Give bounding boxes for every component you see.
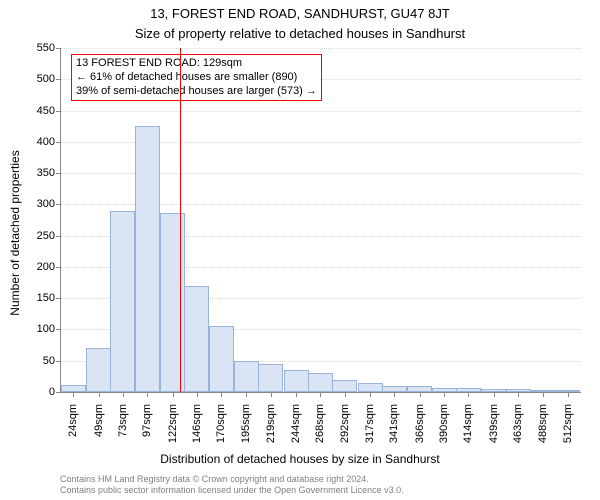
x-tick-label: 219sqm bbox=[265, 404, 277, 443]
x-tick-label: 439sqm bbox=[488, 404, 500, 443]
y-tick-mark bbox=[56, 236, 61, 237]
y-tick-mark bbox=[56, 173, 61, 174]
y-tick-label: 0 bbox=[49, 386, 55, 398]
x-tick-mark bbox=[173, 392, 174, 397]
y-tick-label: 50 bbox=[43, 355, 55, 367]
x-tick-label: 366sqm bbox=[414, 404, 426, 443]
x-tick-mark bbox=[420, 392, 421, 397]
histogram-bar bbox=[110, 211, 135, 392]
x-tick-mark bbox=[345, 392, 346, 397]
y-tick-label: 500 bbox=[37, 73, 55, 85]
footer-line1: Contains HM Land Registry data © Crown c… bbox=[60, 474, 592, 485]
y-tick-mark bbox=[56, 111, 61, 112]
x-tick-mark bbox=[320, 392, 321, 397]
footer-line2: Contains public sector information licen… bbox=[60, 485, 592, 496]
histogram-bar bbox=[308, 373, 333, 392]
x-tick-mark bbox=[246, 392, 247, 397]
reference-line bbox=[180, 48, 181, 392]
histogram-bar bbox=[135, 126, 160, 392]
y-tick-label: 250 bbox=[37, 230, 55, 242]
y-tick-label: 100 bbox=[37, 323, 55, 335]
x-tick-mark bbox=[394, 392, 395, 397]
x-tick-label: 73sqm bbox=[117, 404, 129, 437]
x-tick-label: 512sqm bbox=[562, 404, 574, 443]
y-tick-mark bbox=[56, 79, 61, 80]
y-tick-label: 150 bbox=[37, 292, 55, 304]
annotation-line: 39% of semi-detached houses are larger (… bbox=[76, 85, 317, 99]
x-tick-label: 195sqm bbox=[240, 404, 252, 443]
histogram-bar bbox=[258, 364, 283, 392]
chart-title-line1: 13, FOREST END ROAD, SANDHURST, GU47 8JT bbox=[0, 6, 600, 21]
histogram-bar bbox=[160, 213, 185, 393]
histogram-bar bbox=[86, 348, 111, 392]
x-tick-label: 463sqm bbox=[512, 404, 524, 443]
x-tick-mark bbox=[221, 392, 222, 397]
annotation-box: 13 FOREST END ROAD: 129sqm← 61% of detac… bbox=[71, 54, 322, 101]
histogram-bar bbox=[209, 326, 234, 392]
x-tick-label: 488sqm bbox=[537, 404, 549, 443]
plot-area: 05010015020025030035040045050055024sqm49… bbox=[60, 48, 581, 393]
x-tick-mark bbox=[543, 392, 544, 397]
x-tick-mark bbox=[73, 392, 74, 397]
x-tick-mark bbox=[370, 392, 371, 397]
grid-line bbox=[61, 48, 581, 49]
chart-title-line2: Size of property relative to detached ho… bbox=[0, 26, 600, 41]
x-tick-label: 268sqm bbox=[314, 404, 326, 443]
histogram-bar bbox=[358, 383, 383, 392]
histogram-bar bbox=[284, 370, 309, 392]
histogram-bar bbox=[332, 380, 357, 393]
x-tick-label: 170sqm bbox=[215, 404, 227, 443]
y-tick-mark bbox=[56, 204, 61, 205]
histogram-bar bbox=[184, 286, 209, 392]
x-tick-label: 317sqm bbox=[364, 404, 376, 443]
x-tick-label: 414sqm bbox=[462, 404, 474, 443]
y-tick-mark bbox=[56, 329, 61, 330]
histogram-bar bbox=[61, 385, 86, 393]
x-tick-label: 122sqm bbox=[167, 404, 179, 443]
x-tick-label: 24sqm bbox=[67, 404, 79, 437]
chart-container: { "chart": { "type": "histogram", "title… bbox=[0, 0, 600, 500]
x-tick-mark bbox=[123, 392, 124, 397]
x-tick-mark bbox=[568, 392, 569, 397]
annotation-line: 13 FOREST END ROAD: 129sqm bbox=[76, 57, 317, 71]
y-tick-label: 550 bbox=[37, 42, 55, 54]
x-tick-label: 244sqm bbox=[290, 404, 302, 443]
grid-line bbox=[61, 111, 581, 112]
x-tick-mark bbox=[271, 392, 272, 397]
y-tick-label: 300 bbox=[37, 198, 55, 210]
y-tick-label: 450 bbox=[37, 105, 55, 117]
x-tick-label: 146sqm bbox=[191, 404, 203, 443]
y-tick-mark bbox=[56, 298, 61, 299]
x-tick-mark bbox=[147, 392, 148, 397]
y-tick-mark bbox=[56, 361, 61, 362]
x-tick-mark bbox=[197, 392, 198, 397]
y-tick-mark bbox=[56, 267, 61, 268]
histogram-bar bbox=[234, 361, 259, 392]
y-tick-label: 200 bbox=[37, 261, 55, 273]
x-tick-label: 390sqm bbox=[438, 404, 450, 443]
y-tick-mark bbox=[56, 392, 61, 393]
y-tick-label: 400 bbox=[37, 136, 55, 148]
x-tick-label: 97sqm bbox=[141, 404, 153, 437]
y-tick-mark bbox=[56, 48, 61, 49]
x-tick-mark bbox=[99, 392, 100, 397]
x-tick-mark bbox=[296, 392, 297, 397]
x-tick-label: 292sqm bbox=[339, 404, 351, 443]
footer-attribution: Contains HM Land Registry data © Crown c… bbox=[60, 474, 592, 496]
x-tick-mark bbox=[468, 392, 469, 397]
x-tick-mark bbox=[518, 392, 519, 397]
x-axis-label: Distribution of detached houses by size … bbox=[0, 452, 600, 466]
y-tick-mark bbox=[56, 142, 61, 143]
x-tick-label: 49sqm bbox=[93, 404, 105, 437]
x-tick-mark bbox=[444, 392, 445, 397]
y-axis-label: Number of detached properties bbox=[8, 68, 22, 233]
y-tick-label: 350 bbox=[37, 167, 55, 179]
x-tick-label: 341sqm bbox=[388, 404, 400, 443]
annotation-line: ← 61% of detached houses are smaller (89… bbox=[76, 71, 317, 85]
x-tick-mark bbox=[494, 392, 495, 397]
